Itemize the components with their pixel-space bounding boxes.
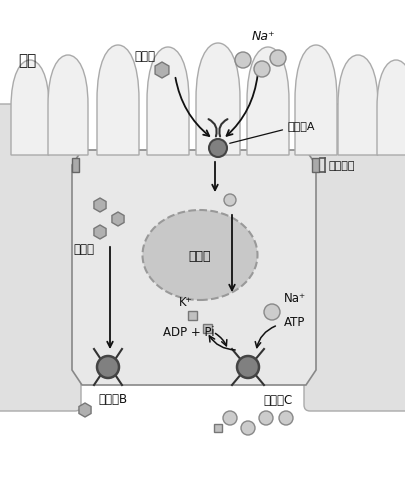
Circle shape	[224, 194, 235, 206]
Circle shape	[209, 140, 226, 157]
FancyBboxPatch shape	[303, 105, 405, 411]
PathPatch shape	[337, 56, 377, 156]
Text: 细胞核: 细胞核	[188, 249, 211, 262]
Circle shape	[234, 53, 250, 69]
Circle shape	[241, 421, 254, 435]
Circle shape	[237, 356, 258, 378]
Bar	[72, 159, 79, 173]
Text: ATP: ATP	[284, 315, 305, 328]
Bar	[203, 324, 212, 333]
Polygon shape	[94, 199, 106, 213]
Text: 蛋白质A: 蛋白质A	[229, 121, 315, 144]
Text: ADP + Pi: ADP + Pi	[162, 326, 214, 339]
Text: Na⁺: Na⁺	[284, 291, 305, 304]
Circle shape	[97, 356, 119, 378]
Bar	[311, 159, 318, 173]
Polygon shape	[94, 226, 106, 240]
Text: 蛋白质B: 蛋白质B	[98, 392, 127, 405]
PathPatch shape	[11, 61, 49, 156]
Circle shape	[254, 62, 269, 78]
Polygon shape	[112, 213, 124, 227]
PathPatch shape	[294, 46, 336, 156]
Circle shape	[269, 51, 285, 67]
Ellipse shape	[142, 211, 257, 300]
PathPatch shape	[376, 61, 405, 156]
Bar	[0, 0, 405, 151]
Text: 葡萄糖: 葡萄糖	[73, 242, 94, 255]
Text: Na⁺: Na⁺	[251, 30, 274, 43]
Polygon shape	[155, 63, 168, 79]
FancyBboxPatch shape	[0, 105, 81, 411]
Bar	[0, 385, 405, 480]
PathPatch shape	[147, 48, 189, 156]
PathPatch shape	[196, 44, 239, 156]
Text: K⁺: K⁺	[179, 296, 192, 309]
Polygon shape	[79, 403, 91, 417]
Circle shape	[222, 411, 237, 425]
Text: 肠腔: 肠腔	[18, 53, 36, 68]
PathPatch shape	[72, 151, 315, 385]
PathPatch shape	[97, 46, 139, 156]
Bar	[188, 311, 197, 320]
Bar	[213, 424, 222, 432]
PathPatch shape	[48, 56, 88, 156]
PathPatch shape	[246, 48, 288, 156]
Text: 蛋白质C: 蛋白质C	[263, 393, 292, 406]
Circle shape	[258, 411, 272, 425]
Text: 葡萄糖: 葡萄糖	[134, 50, 155, 63]
Circle shape	[263, 304, 279, 320]
Text: 紧密连接: 紧密连接	[328, 161, 355, 171]
Circle shape	[278, 411, 292, 425]
